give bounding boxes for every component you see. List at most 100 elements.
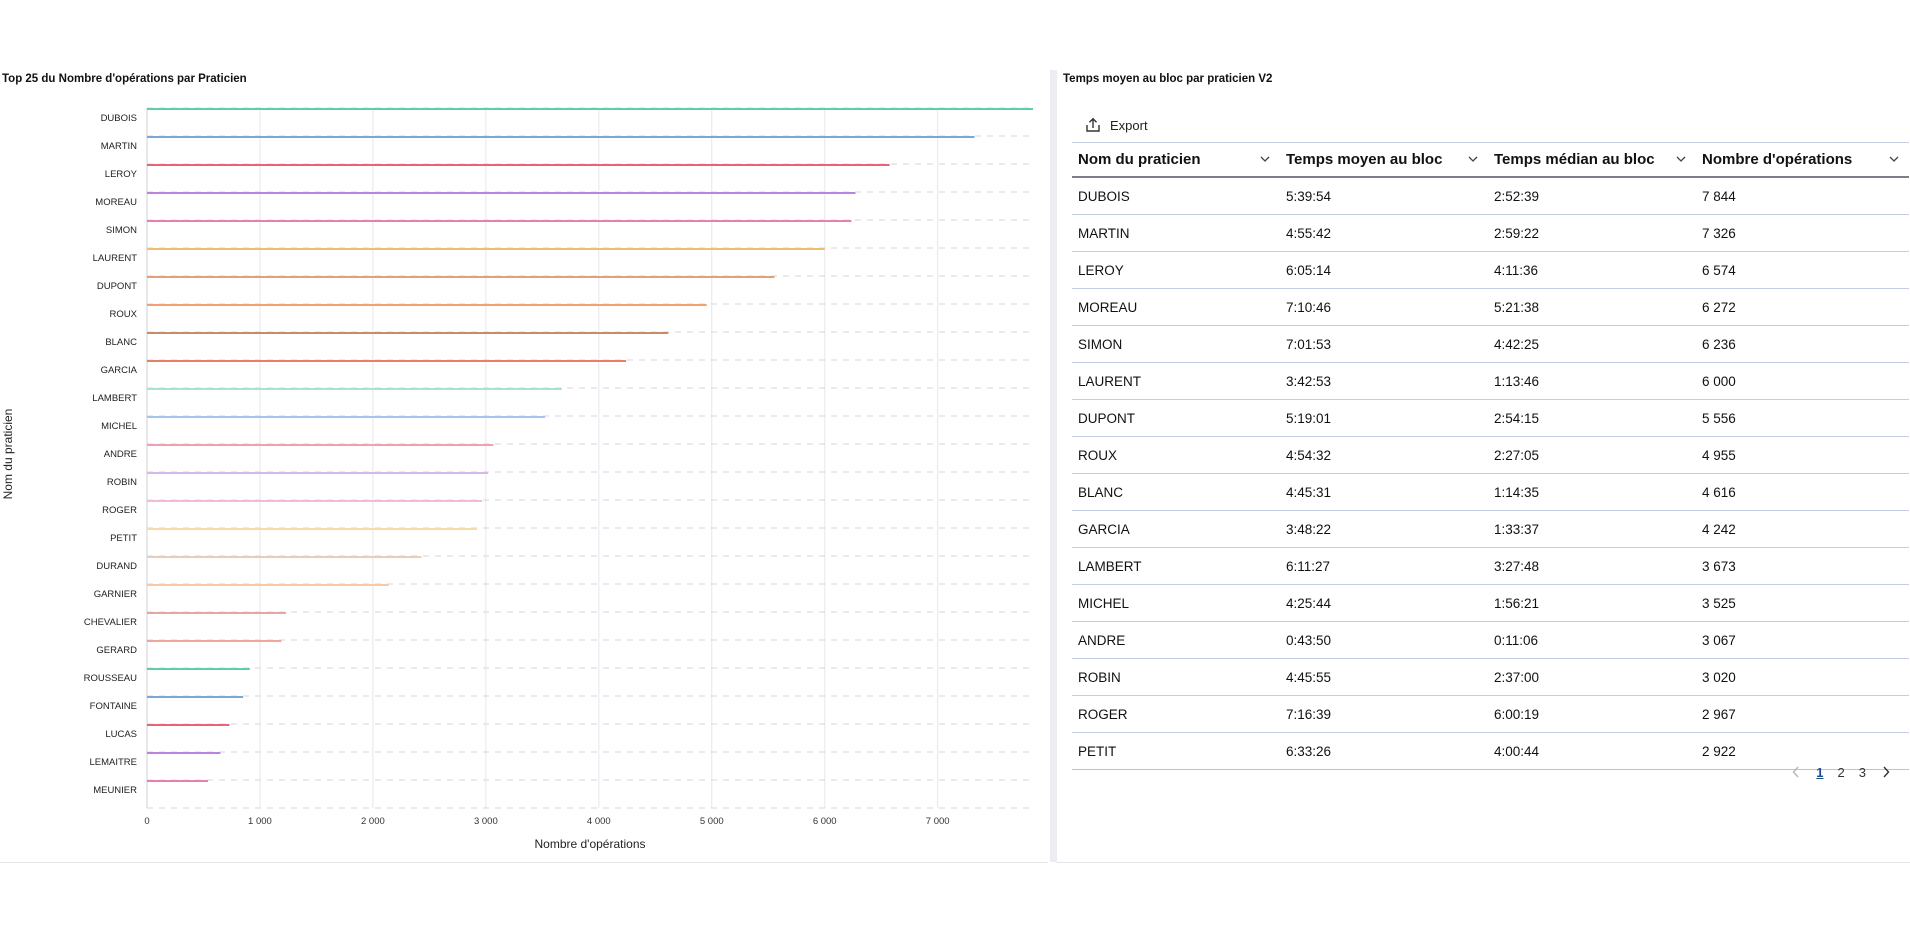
- bar: [147, 108, 1033, 110]
- cell-nombre: 3 067: [1696, 621, 1909, 659]
- chevron-down-icon: [1889, 156, 1899, 162]
- cell-temps-median: 1:14:35: [1488, 473, 1696, 511]
- cell-temps-median: 4:42:25: [1488, 325, 1696, 363]
- bar: [147, 220, 852, 222]
- cell-nombre: 4 955: [1696, 436, 1909, 474]
- cell-temps-moyen: 4:55:42: [1280, 214, 1488, 252]
- page-button-1[interactable]: 1: [1816, 764, 1824, 780]
- cell-temps-moyen: 4:45:55: [1280, 658, 1488, 696]
- cell-temps-median: 2:59:22: [1488, 214, 1696, 252]
- table-header-row: Nom du praticien Temps moyen au bloc Tem…: [1072, 142, 1909, 178]
- cell-temps-median: 4:11:36: [1488, 251, 1696, 289]
- cell-temps-moyen: 7:16:39: [1280, 695, 1488, 733]
- bar: [147, 668, 250, 670]
- cell-temps-moyen: 5:19:01: [1280, 399, 1488, 437]
- y-tick-label: ROGER: [102, 505, 137, 516]
- table-row[interactable]: GARCIA 3:48:22 1:33:37 4 242: [1072, 510, 1909, 548]
- y-tick-label: FONTAINE: [90, 701, 137, 712]
- table-panel: Temps moyen au bloc par praticien V2 Exp…: [1057, 64, 1910, 863]
- table-row[interactable]: DUBOIS 5:39:54 2:52:39 7 844: [1072, 177, 1909, 215]
- cell-nom: DUBOIS: [1072, 177, 1280, 215]
- cell-nombre: 3 673: [1696, 547, 1909, 585]
- cell-nombre: 7 844: [1696, 177, 1909, 215]
- table-row[interactable]: ROUX 4:54:32 2:27:05 4 955: [1072, 436, 1909, 474]
- table-row[interactable]: LEROY 6:05:14 4:11:36 6 574: [1072, 251, 1909, 289]
- y-tick-label: DURAND: [96, 561, 137, 572]
- table-row[interactable]: LAMBERT 6:11:27 3:27:48 3 673: [1072, 547, 1909, 585]
- table-row[interactable]: DUPONT 5:19:01 2:54:15 5 556: [1072, 399, 1909, 437]
- page-button-3[interactable]: 3: [1858, 764, 1866, 780]
- cell-temps-moyen: 7:01:53: [1280, 325, 1488, 363]
- bar: [147, 752, 221, 754]
- column-header-temps-moyen[interactable]: Temps moyen au bloc: [1280, 142, 1488, 178]
- y-tick-label: ROUX: [110, 309, 138, 320]
- y-tick-label: GARCIA: [101, 365, 138, 376]
- cell-temps-moyen: 5:39:54: [1280, 177, 1488, 215]
- cell-temps-median: 2:54:15: [1488, 399, 1696, 437]
- table-row[interactable]: MICHEL 4:25:44 1:56:21 3 525: [1072, 584, 1909, 622]
- next-page-button[interactable]: [1880, 764, 1892, 780]
- cell-temps-median: 2:37:00: [1488, 658, 1696, 696]
- cell-nombre: 3 020: [1696, 658, 1909, 696]
- cell-temps-median: 1:13:46: [1488, 362, 1696, 400]
- cell-temps-moyen: 0:43:50: [1280, 621, 1488, 659]
- bar: [147, 780, 208, 782]
- chevron-down-icon: [1260, 156, 1270, 162]
- bar: [147, 136, 975, 138]
- bar: [147, 584, 389, 586]
- cell-temps-median: 0:11:06: [1488, 621, 1696, 659]
- bar: [147, 192, 856, 194]
- y-tick-label: PETIT: [110, 533, 137, 544]
- cell-nombre: 4 616: [1696, 473, 1909, 511]
- table-row[interactable]: ROBIN 4:45:55 2:37:00 3 020: [1072, 658, 1909, 696]
- export-button[interactable]: Export: [1084, 113, 1154, 137]
- table-row[interactable]: BLANC 4:45:31 1:14:35 4 616: [1072, 473, 1909, 511]
- cell-nom: DUPONT: [1072, 399, 1280, 437]
- cell-nom: BLANC: [1072, 473, 1280, 511]
- cell-nombre: 2 922: [1696, 732, 1909, 770]
- cell-temps-moyen: 4:54:32: [1280, 436, 1488, 474]
- cell-temps-median: 4:00:44: [1488, 732, 1696, 770]
- y-tick-label: ROBIN: [107, 477, 137, 488]
- table-row[interactable]: ROGER 7:16:39 6:00:19 2 967: [1072, 695, 1909, 733]
- cell-nom: ROBIN: [1072, 658, 1280, 696]
- x-tick-label: 7 000: [926, 816, 950, 827]
- x-tick-label: 0: [144, 816, 149, 827]
- y-tick-label: DUPONT: [97, 281, 137, 292]
- y-tick-label: GERARD: [96, 645, 137, 656]
- y-tick-label: LEMAITRE: [89, 757, 137, 768]
- y-tick-label: MEUNIER: [93, 785, 137, 796]
- panel-divider[interactable]: [1050, 70, 1057, 862]
- table-row[interactable]: MARTIN 4:55:42 2:59:22 7 326: [1072, 214, 1909, 252]
- bar-chart: DUBOIS MARTIN LEROY MOREAU SIMON LAURENT DUPON…: [1, 107, 1033, 851]
- column-header-temps-median[interactable]: Temps médian au bloc: [1488, 142, 1696, 178]
- data-table: Nom du praticien Temps moyen au bloc Tem…: [1072, 142, 1909, 770]
- table-row[interactable]: PETIT 6:33:26 4:00:44 2 922: [1072, 732, 1909, 770]
- table-row[interactable]: ANDRE 0:43:50 0:11:06 3 067: [1072, 621, 1909, 659]
- bar: [147, 416, 546, 418]
- table-row[interactable]: SIMON 7:01:53 4:42:25 6 236: [1072, 325, 1909, 363]
- column-header-label: Nombre d'opérations: [1702, 151, 1853, 168]
- cell-nombre: 6 236: [1696, 325, 1909, 363]
- page-button-2[interactable]: 2: [1837, 764, 1845, 780]
- cell-nom: MICHEL: [1072, 584, 1280, 622]
- cell-temps-moyen: 3:42:53: [1280, 362, 1488, 400]
- chevron-down-icon: [1676, 156, 1686, 162]
- table-row[interactable]: LAURENT 3:42:53 1:13:46 6 000: [1072, 362, 1909, 400]
- y-tick-label: LAURENT: [93, 253, 138, 264]
- column-header-nom[interactable]: Nom du praticien: [1072, 142, 1280, 178]
- cell-temps-median: 5:21:38: [1488, 288, 1696, 326]
- column-header-label: Nom du praticien: [1078, 151, 1201, 168]
- export-icon: [1086, 117, 1100, 132]
- column-header-nombre[interactable]: Nombre d'opérations: [1696, 142, 1909, 178]
- bar: [147, 248, 825, 250]
- y-tick-label: LAMBERT: [92, 393, 137, 404]
- y-tick-label: MOREAU: [95, 197, 137, 208]
- y-tick-label: BLANC: [105, 337, 137, 348]
- y-tick-label: ANDRE: [104, 449, 137, 460]
- y-tick-label: LEROY: [105, 169, 138, 180]
- bar: [147, 276, 775, 278]
- prev-page-button[interactable]: [1790, 764, 1802, 780]
- table-row[interactable]: MOREAU 7:10:46 5:21:38 6 272: [1072, 288, 1909, 326]
- bar: [147, 696, 244, 698]
